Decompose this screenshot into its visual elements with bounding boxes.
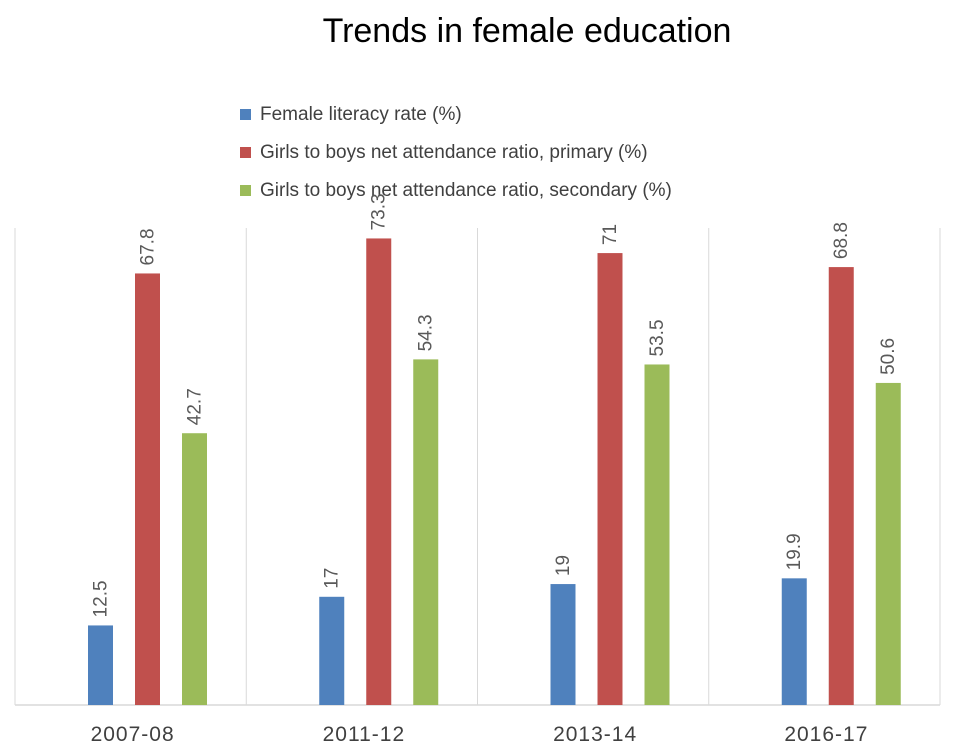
bar xyxy=(828,267,854,705)
data-label: 68.8 xyxy=(831,222,852,259)
data-label: 67.8 xyxy=(138,228,159,265)
data-label: 71 xyxy=(600,224,621,245)
bars xyxy=(88,238,901,705)
bar xyxy=(366,238,392,705)
data-label: 19.9 xyxy=(784,533,805,570)
data-label: 73.3 xyxy=(369,193,390,230)
data-label: 12.5 xyxy=(91,580,112,617)
bar xyxy=(781,578,807,705)
bar xyxy=(182,433,207,705)
data-label: 53.5 xyxy=(647,319,668,356)
legend-swatch xyxy=(240,109,251,120)
data-label: 17 xyxy=(322,568,343,589)
data-label: 19 xyxy=(553,555,574,576)
legend-swatch xyxy=(240,185,251,196)
category-label: 2016-17 xyxy=(784,723,868,746)
legend: Female literacy rate (%) Girls to boys ne… xyxy=(240,104,672,201)
category-label: 2011-12 xyxy=(323,723,406,746)
category-label: 2007-08 xyxy=(91,723,175,746)
bar xyxy=(88,625,113,705)
legend-swatch xyxy=(240,147,251,158)
bar xyxy=(875,382,901,705)
data-label: 54.3 xyxy=(416,314,437,351)
bar xyxy=(135,273,160,705)
category-dividers xyxy=(14,228,941,705)
chart-title: Trends in female education xyxy=(323,12,732,50)
bar xyxy=(319,596,345,705)
bar xyxy=(644,364,670,705)
legend-label: Girls to boys net attendance ratio, prim… xyxy=(260,142,648,163)
data-label: 42.7 xyxy=(185,388,206,425)
category-labels: 2007-08 2011-12 2013-14 2016-17 xyxy=(91,723,868,746)
bar xyxy=(550,584,576,705)
legend-label: Girls to boys net attendance ratio, seco… xyxy=(260,180,672,201)
bar xyxy=(413,359,439,705)
data-label: 50.6 xyxy=(878,338,899,375)
bar xyxy=(597,253,623,705)
category-label: 2013-14 xyxy=(553,723,637,746)
legend-label: Female literacy rate (%) xyxy=(260,104,462,125)
data-labels: 12.5 67.8 42.7 17 73.3 54.3 19 71 53.5 19.9 68.8 50… xyxy=(91,193,900,617)
